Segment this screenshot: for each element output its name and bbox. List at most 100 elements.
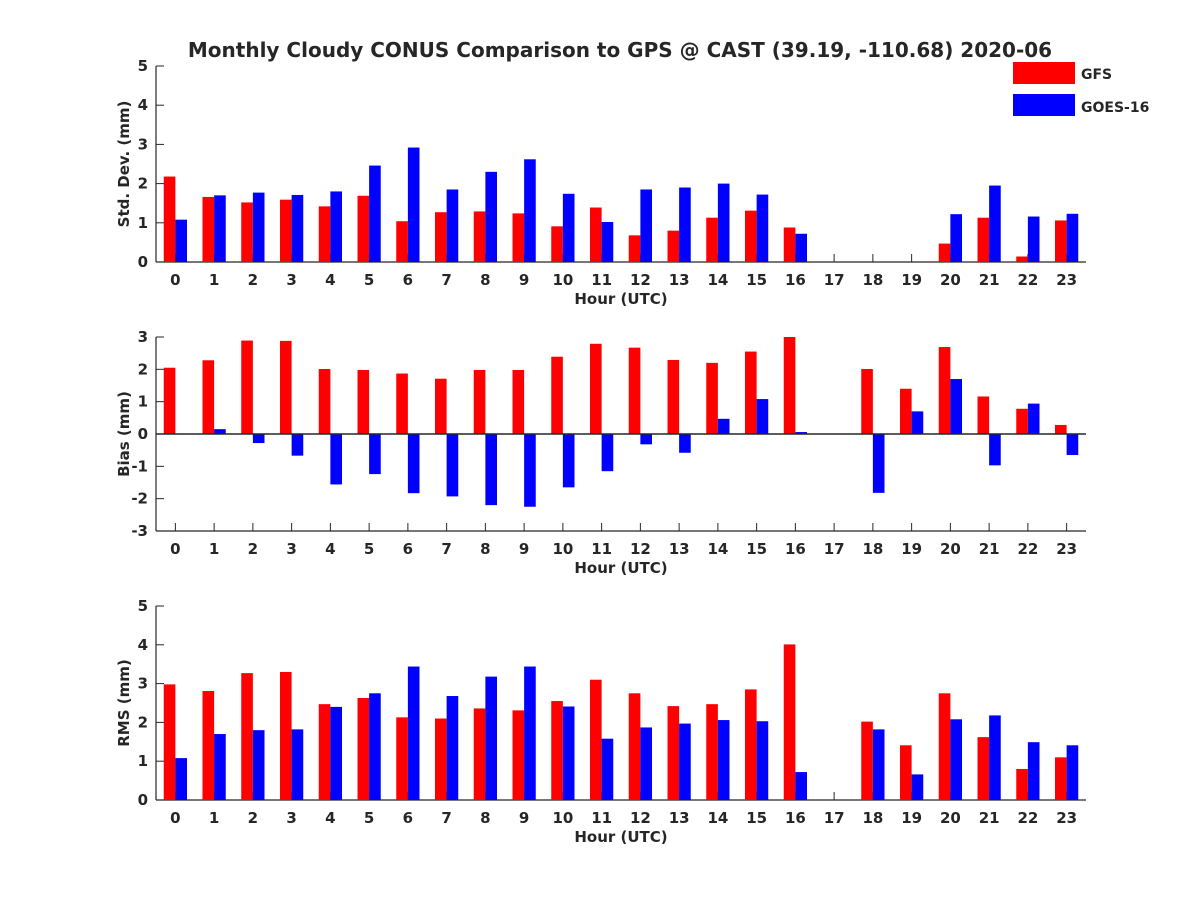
- bar: [601, 222, 614, 262]
- bar: [252, 192, 265, 262]
- y-tick-label: 4: [138, 636, 148, 654]
- x-tick-label: 0: [170, 540, 180, 558]
- y-tick-label: 4: [138, 96, 148, 114]
- bar: [202, 360, 215, 434]
- bar: [1016, 408, 1028, 434]
- legend-swatch-goes16: [1013, 94, 1075, 116]
- bar: [175, 219, 187, 262]
- x-tick-label: 0: [170, 809, 180, 827]
- x-tick-label: 6: [403, 540, 413, 558]
- y-tick-label: 5: [138, 597, 148, 615]
- x-tick-label: 20: [940, 271, 961, 289]
- bar: [241, 202, 253, 262]
- bar: [977, 737, 990, 800]
- series-goes-16: [175, 147, 1079, 262]
- bar: [601, 434, 614, 472]
- x-tick-label: 17: [824, 271, 845, 289]
- x-tick-label: 18: [862, 540, 883, 558]
- bar: [1016, 256, 1028, 262]
- x-tick-label: 5: [364, 271, 374, 289]
- bar: [407, 147, 420, 262]
- bar: [330, 706, 342, 800]
- x-tick-label: 14: [707, 271, 728, 289]
- bar: [473, 708, 486, 800]
- x-tick-label: 6: [403, 271, 413, 289]
- bar: [551, 701, 563, 800]
- bar: [369, 165, 381, 262]
- y-tick-label: 1: [138, 393, 148, 411]
- bar: [291, 729, 304, 800]
- x-axis-label: Hour (UTC): [574, 559, 667, 577]
- x-tick-label: 19: [901, 540, 922, 558]
- x-tick-label: 21: [979, 271, 1000, 289]
- bar: [628, 235, 641, 262]
- y-tick-label: 1: [138, 752, 148, 770]
- bar: [175, 758, 187, 800]
- x-axis-label: Hour (UTC): [574, 828, 667, 846]
- series-gfs: [163, 176, 1067, 262]
- x-tick-label: 8: [480, 271, 490, 289]
- bar: [1027, 403, 1040, 434]
- bar: [911, 774, 924, 800]
- bar: [357, 697, 370, 800]
- x-tick-label: 12: [630, 809, 651, 827]
- bar: [473, 369, 486, 434]
- x-tick-label: 13: [669, 271, 690, 289]
- bar: [667, 359, 680, 434]
- x-tick-label: 13: [669, 809, 690, 827]
- x-tick-label: 7: [441, 809, 451, 827]
- x-tick-label: 3: [286, 540, 296, 558]
- bar: [795, 233, 807, 262]
- bar: [679, 723, 691, 800]
- bar: [446, 189, 459, 262]
- x-tick-label: 18: [862, 809, 883, 827]
- bar: [241, 673, 253, 800]
- bar: [1055, 424, 1067, 434]
- series-gfs: [163, 337, 1067, 434]
- bar: [950, 719, 962, 800]
- bar: [318, 206, 331, 262]
- x-tick-label: 19: [901, 271, 922, 289]
- bar: [1055, 220, 1067, 262]
- bar: [163, 176, 176, 262]
- y-tick-label: -3: [131, 522, 148, 540]
- x-tick-label: 8: [480, 540, 490, 558]
- x-tick-label: 2: [248, 540, 258, 558]
- x-tick-label: 21: [979, 809, 1000, 827]
- bar: [783, 337, 796, 434]
- bar: [989, 715, 1001, 800]
- x-tick-label: 9: [519, 540, 529, 558]
- x-tick-label: 16: [785, 271, 806, 289]
- bar: [357, 369, 370, 434]
- x-tick-label: 22: [1017, 540, 1038, 558]
- bar: [485, 171, 497, 262]
- bar: [446, 434, 459, 497]
- bar: [795, 772, 807, 800]
- bar: [756, 721, 769, 800]
- bar: [861, 369, 873, 434]
- bar: [601, 738, 614, 800]
- bar: [435, 718, 447, 800]
- x-tick-label: 22: [1017, 271, 1038, 289]
- bar: [989, 434, 1001, 466]
- legend: GFS GOES-16: [1013, 62, 1149, 116]
- x-tick-label: 18: [862, 271, 883, 289]
- bar: [938, 693, 951, 800]
- y-tick-label: 0: [138, 253, 148, 271]
- bar: [950, 379, 962, 434]
- x-tick-label: 20: [940, 809, 961, 827]
- y-tick-label: 2: [138, 360, 148, 378]
- bar: [280, 199, 292, 262]
- bar: [745, 351, 757, 434]
- bar: [640, 727, 652, 800]
- chart-title: Monthly Cloudy CONUS Comparison to GPS @…: [188, 38, 1052, 62]
- bar: [628, 347, 641, 434]
- bar: [396, 221, 408, 262]
- x-tick-label: 7: [441, 540, 451, 558]
- x-tick-label: 16: [785, 540, 806, 558]
- bar: [435, 212, 447, 262]
- bar: [706, 704, 718, 800]
